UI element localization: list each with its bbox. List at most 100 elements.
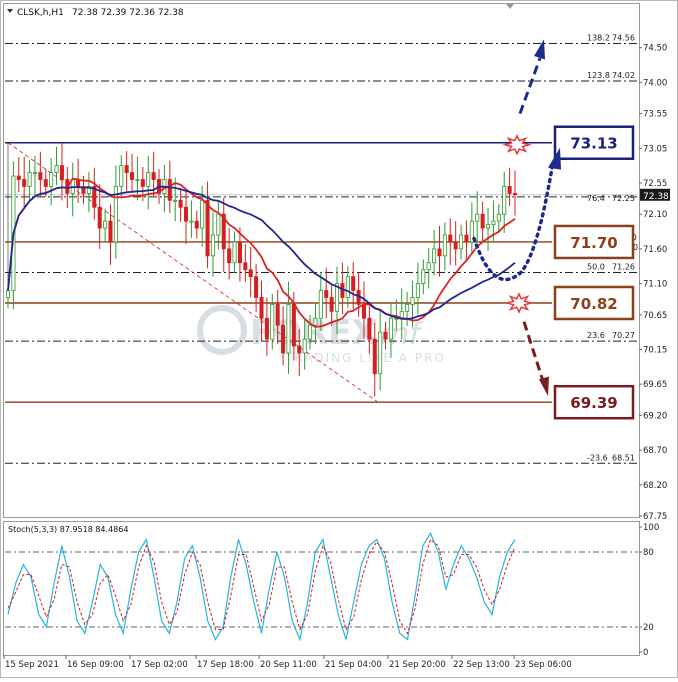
level-box-73.13[interactable]	[553, 125, 635, 160]
time-tick-label: 17 Sep 02:00	[131, 660, 188, 670]
moving-average-slow	[7, 185, 516, 320]
fib-trendline	[7, 142, 379, 403]
level-box-label: 71.70	[570, 234, 617, 252]
time-tick-label: 20 Sep 11:00	[260, 660, 317, 670]
candle-body	[32, 172, 37, 174]
fib-label-138.2: 138.2	[587, 34, 610, 43]
candle-body	[243, 262, 248, 271]
candle-body	[81, 186, 86, 194]
stoch-main-line	[7, 531, 516, 642]
breakout-burst-icon	[502, 134, 532, 156]
stoch-tick-label: 20	[643, 623, 654, 633]
candle-body	[345, 276, 350, 298]
candle-body	[167, 179, 172, 201]
shift-marker-icon[interactable]	[506, 4, 514, 9]
time-tick-label: 16 Sep 09:00	[67, 660, 124, 670]
time-tick-label: 15 Sep 2021	[5, 660, 59, 670]
candle-body	[259, 297, 264, 319]
candle-body	[297, 345, 302, 354]
stochastic-oscillator: 100 80 20 0	[5, 523, 659, 658]
level-box-label: 69.39	[570, 394, 617, 412]
fib-label-23.6: 23.6	[587, 331, 605, 340]
candle-body	[421, 269, 426, 284]
time-tick-label: 22 Sep 13:00	[453, 660, 510, 670]
candle-body	[216, 213, 221, 236]
extension-arrow	[518, 57, 542, 115]
candle-body	[432, 248, 437, 264]
candle-body	[448, 234, 453, 243]
price-tick-label: 71.10	[643, 280, 667, 290]
level-box-70.82[interactable]	[553, 285, 635, 321]
candle-body	[415, 283, 420, 298]
price-tick-label: 70.15	[643, 345, 667, 355]
watermark-tagline: TRADING LIKE A PRO	[284, 351, 446, 365]
symbol-label: CLSK,h,H1	[17, 8, 64, 18]
candle-body	[264, 317, 269, 340]
arrow-up-head-icon	[548, 147, 561, 170]
candle-body	[486, 224, 491, 229]
stoch-signal-line	[7, 538, 516, 635]
stoch-tick-label: 80	[643, 548, 654, 558]
price-tick-label: 69.20	[643, 411, 667, 421]
ohlc-values: 72.38 72.39 72.36 72.38	[72, 8, 184, 18]
candle-body	[275, 303, 280, 326]
candle-body	[410, 297, 415, 305]
candle-body	[49, 172, 54, 187]
candle-body	[270, 303, 275, 340]
stoch-label: Stoch(5,3,3) 87.9518 84.4864	[8, 525, 128, 534]
candle-body	[512, 192, 518, 196]
fib-price-76.4: 72.25	[612, 194, 635, 203]
price-tick-label: 71.60	[643, 245, 667, 255]
candle-body	[367, 317, 372, 340]
candle-body	[291, 303, 296, 347]
fib-price--23.6: 68.51	[612, 453, 635, 462]
price-tick-label: 72.55	[643, 179, 667, 189]
candle-body	[113, 186, 118, 243]
candle-body	[318, 290, 323, 319]
candle-body	[388, 317, 393, 340]
candle-body	[308, 324, 313, 340]
candle-body	[351, 276, 356, 291]
candle-body	[334, 283, 340, 312]
candle-body	[405, 303, 410, 312]
candle-body	[200, 199, 205, 229]
candle-body	[464, 234, 469, 243]
candle-body	[205, 199, 210, 257]
candle-body	[437, 248, 442, 257]
candle-body	[361, 303, 366, 319]
candle-body	[130, 172, 135, 180]
candle-body	[313, 317, 318, 326]
dropdown-triangle-icon[interactable]	[7, 9, 13, 13]
fib-flag: 0	[633, 243, 638, 252]
time-axis: 15 Sep 2021 16 Sep 09:00 17 Sep 02:00 17 Se…	[3, 655, 572, 670]
candle-body	[254, 276, 259, 298]
candle-body	[38, 172, 43, 180]
candle-body	[59, 165, 64, 180]
candle-body	[227, 248, 232, 264]
price-axis: 74.50 74.00 73.55 73.05 72.55 72.10 71.60 71.10…	[639, 44, 670, 522]
candle-body	[54, 165, 59, 173]
fib-price-23.6: 70.27	[612, 331, 635, 340]
level-box-69.39[interactable]	[553, 384, 635, 420]
moving-average-fast	[7, 177, 516, 328]
price-tick-label: 73.55	[643, 110, 667, 120]
level-box-71.70[interactable]	[553, 224, 635, 260]
candle-body	[189, 220, 194, 223]
stoch-tick-label: 0	[643, 648, 648, 658]
level-box-label: 73.13	[570, 135, 617, 153]
candle-body	[146, 172, 151, 187]
candle-body	[124, 165, 129, 173]
arrow-up-head-icon	[534, 39, 545, 60]
bullish-path-arrow	[472, 160, 555, 282]
candle-body	[97, 206, 102, 229]
candle-body	[324, 290, 329, 298]
price-tick-label: 70.65	[643, 311, 667, 321]
trendlines	[7, 142, 379, 403]
candle-body	[27, 172, 32, 187]
candle-body	[453, 241, 458, 250]
price-tick-label: 72.10	[643, 210, 667, 220]
annotations: 73.13 71.70 70.82 69.39	[472, 39, 635, 420]
candle-body	[43, 179, 48, 187]
price-tick-label: 68.70	[643, 446, 667, 456]
